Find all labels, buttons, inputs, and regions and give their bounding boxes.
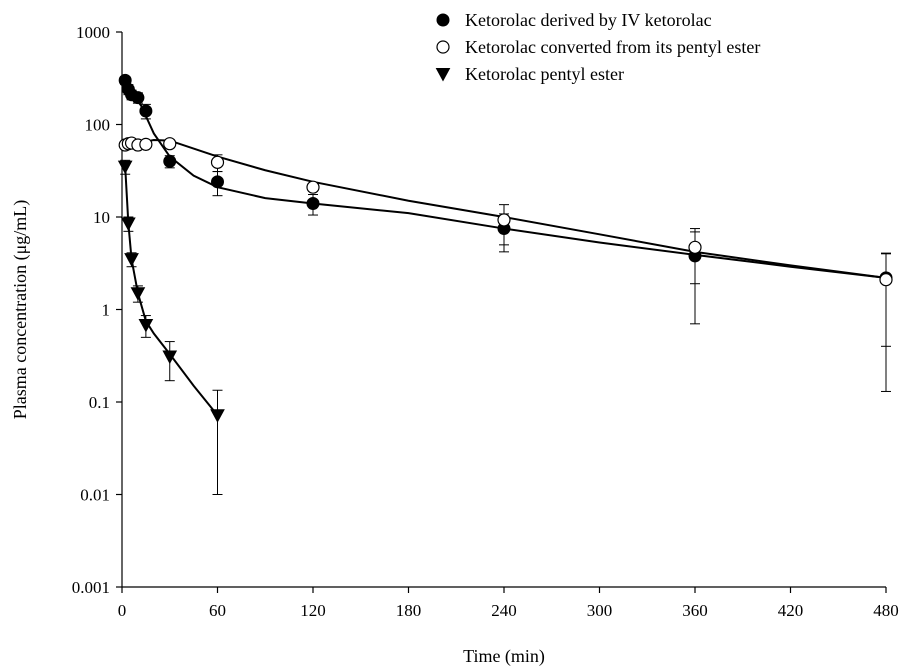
legend-marker-2 xyxy=(435,68,451,82)
y-tick-label: 1000 xyxy=(76,23,110,42)
series-2-point xyxy=(162,350,178,365)
series-0-point xyxy=(163,154,177,168)
y-tick-label: 0.1 xyxy=(89,393,110,412)
x-tick-label: 420 xyxy=(778,601,804,620)
series-0-point xyxy=(306,196,320,210)
y-tick-label: 10 xyxy=(93,208,110,227)
legend-label-2: Ketorolac pentyl ester xyxy=(465,64,624,84)
y-tick-label: 0.01 xyxy=(80,486,110,505)
y-tick-label: 0.001 xyxy=(72,578,110,597)
legend-marker-0 xyxy=(436,13,450,27)
series-2-point xyxy=(138,318,154,333)
series-0-point xyxy=(211,175,224,189)
x-tick-label: 300 xyxy=(587,601,613,620)
series-2-point xyxy=(117,160,133,175)
series-2-point xyxy=(121,217,136,232)
series-1-point xyxy=(688,240,702,254)
series-1-point xyxy=(210,155,225,169)
x-tick-label: 60 xyxy=(209,601,226,620)
series-0-curve xyxy=(124,79,887,279)
series-2-point xyxy=(130,287,146,301)
x-axis-title: Time (min) xyxy=(463,646,545,667)
series-0-point xyxy=(131,91,145,105)
series-1-point xyxy=(163,137,177,151)
series-0-point xyxy=(139,104,153,118)
series-1-curve xyxy=(125,138,887,279)
y-axis-title: Plasma concentration (μg/mL) xyxy=(10,200,31,420)
series-1-point xyxy=(139,137,153,151)
x-tick-label: 0 xyxy=(118,601,127,620)
y-tick-label: 1 xyxy=(102,301,111,320)
series-1-point xyxy=(879,273,893,287)
series-1-point xyxy=(497,213,511,227)
series-2-point xyxy=(210,409,225,423)
x-tick-label: 120 xyxy=(300,601,326,620)
legend-label-1: Ketorolac converted from its pentyl este… xyxy=(465,37,760,57)
series-1-point xyxy=(306,180,320,194)
legend-label-0: Ketorolac derived by IV ketorolac xyxy=(465,10,712,30)
data-markers xyxy=(117,73,893,423)
fitted-curves xyxy=(124,79,887,416)
x-tick-label: 240 xyxy=(491,601,517,620)
legend-marker-1 xyxy=(436,40,450,54)
series-2-point xyxy=(124,253,139,267)
legend: Ketorolac derived by IV ketorolac Ketorol… xyxy=(435,10,760,84)
y-tick-label: 100 xyxy=(85,116,111,135)
axes: 0 60 120 180 240 300 360 420 480 0.001 0.01 0.1 1 10 1… xyxy=(72,23,899,620)
x-tick-label: 180 xyxy=(396,601,422,620)
error-bars xyxy=(120,76,891,495)
x-tick-label: 480 xyxy=(873,601,899,620)
x-tick-label: 360 xyxy=(682,601,708,620)
